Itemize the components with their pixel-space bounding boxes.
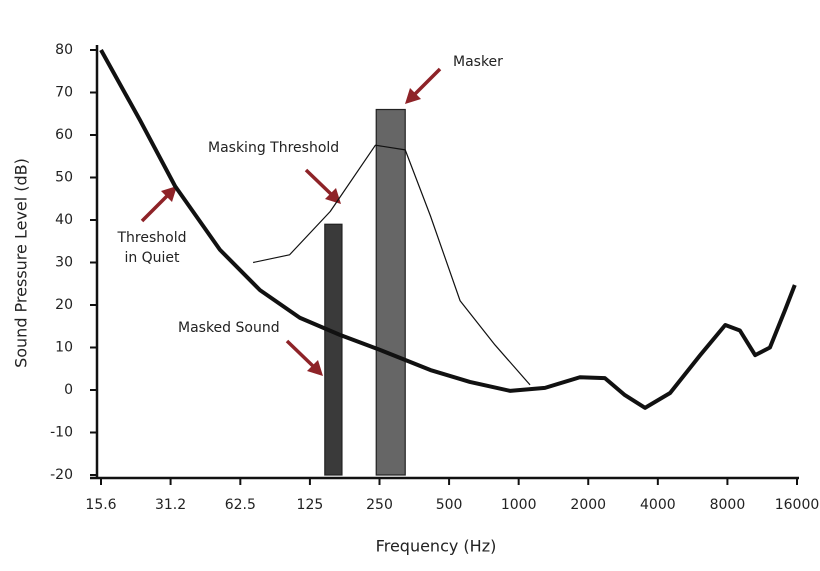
x-tick-label: 15.6 <box>85 497 116 513</box>
arrow <box>140 193 170 223</box>
y-tick-label: -10 <box>50 425 73 441</box>
arrow-head <box>325 188 341 204</box>
annotation: Masker <box>453 54 503 70</box>
x-tick-label: 2000 <box>570 497 606 513</box>
y-tick-label: 70 <box>55 85 73 101</box>
arrow-head <box>307 360 323 376</box>
arrow-head <box>405 88 421 104</box>
x-tick-label: 4000 <box>640 497 676 513</box>
y-tick-label: 0 <box>64 382 73 398</box>
arrow <box>304 168 334 197</box>
y-tick-label: 10 <box>55 340 73 356</box>
x-axis-label: Frequency (Hz) <box>376 537 497 556</box>
x-tick-label: 250 <box>366 497 393 513</box>
line <box>99 49 797 410</box>
y-tick-label: 50 <box>55 170 73 186</box>
arrow-head <box>161 186 177 202</box>
y-tick-label: 40 <box>55 212 73 228</box>
annotation: Threshold <box>117 230 187 246</box>
x-tick-label: 31.2 <box>155 497 186 513</box>
annotation: Masking Threshold <box>208 140 339 156</box>
y-tick-label: 60 <box>55 127 73 143</box>
y-tick-label: 80 <box>55 42 73 58</box>
y-tick-label: 30 <box>55 255 73 271</box>
bar <box>375 108 406 476</box>
x-tick-label: 62.5 <box>225 497 256 513</box>
bar <box>324 223 343 476</box>
y-axis-label: Sound Pressure Level (dB) <box>12 158 31 368</box>
arrow <box>412 67 442 97</box>
x-tick-label: 125 <box>297 497 324 513</box>
arrows <box>140 67 442 376</box>
arrow <box>285 339 316 369</box>
x-tick-label: 1000 <box>501 497 537 513</box>
x-tick-label: 500 <box>436 497 463 513</box>
x-tick-label: 8000 <box>710 497 746 513</box>
annotation: in Quiet <box>124 250 180 266</box>
y-tick-label: -20 <box>50 467 73 483</box>
x-tick-label: 16000 <box>775 497 820 513</box>
line <box>253 144 531 386</box>
annotation: Masked Sound <box>178 320 280 336</box>
y-tick-label: 20 <box>55 297 73 313</box>
